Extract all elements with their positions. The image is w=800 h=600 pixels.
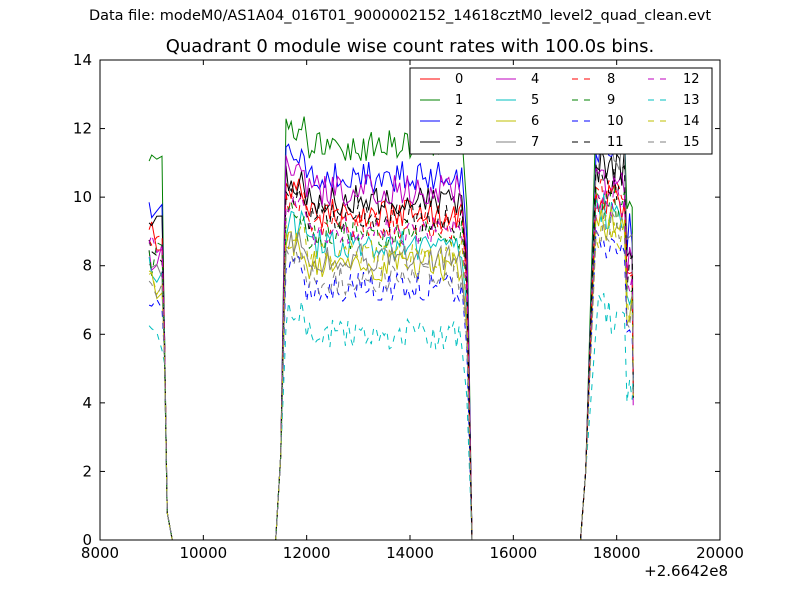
x-axis-offset-label: +2.6642e8: [644, 562, 728, 580]
series-line-14: [148, 213, 634, 540]
y-tick-label: 2: [82, 462, 92, 480]
legend-label-11: 11: [607, 135, 624, 150]
series-line-8: [148, 178, 634, 540]
y-tick-label: 10: [73, 188, 92, 206]
series-line-12: [148, 180, 634, 540]
series-line-10: [148, 228, 634, 540]
x-tick-label: 18000: [593, 544, 641, 562]
plot-area: [148, 109, 634, 540]
legend-box: [409, 67, 713, 155]
series-line-15: [148, 209, 634, 540]
legend-label-10: 10: [607, 114, 624, 129]
legend-label-14: 14: [683, 114, 700, 129]
legend-label-15: 15: [683, 135, 700, 150]
y-tick-label: 4: [82, 394, 92, 412]
series-line-0: [148, 178, 634, 540]
y-tick-label: 0: [82, 531, 92, 549]
data-file-caption: Data file: modeM0/AS1A04_016T01_90000021…: [88, 8, 712, 24]
x-tick-label: 20000: [696, 544, 744, 562]
legend-label-0: 0: [455, 72, 463, 87]
legend-label-12: 12: [683, 72, 700, 87]
legend-label-1: 1: [455, 93, 463, 108]
x-tick-label: 16000: [489, 544, 537, 562]
series-line-13: [148, 293, 634, 540]
series-line-7: [148, 134, 634, 540]
legend-label-9: 9: [607, 93, 615, 108]
y-tick-label: 6: [82, 325, 92, 343]
x-tick-label: 8000: [81, 544, 119, 562]
series-line-9: [148, 186, 634, 540]
legend-label-13: 13: [683, 93, 700, 108]
legend-label-6: 6: [531, 114, 539, 129]
chart-title: Quadrant 0 module wise count rates with …: [165, 36, 655, 57]
y-tick-label: 8: [82, 257, 92, 275]
legend-label-2: 2: [455, 114, 463, 129]
legend-label-4: 4: [531, 72, 539, 87]
legend-label-7: 7: [531, 135, 539, 150]
y-tick-label: 12: [73, 120, 92, 138]
x-tick-label: 12000: [283, 544, 331, 562]
series-line-2: [148, 129, 634, 540]
legend-label-3: 3: [455, 135, 463, 150]
y-tick-label: 14: [73, 51, 92, 69]
series-line-6: [148, 206, 634, 540]
x-tick-label: 10000: [179, 544, 227, 562]
series-line-1: [148, 109, 634, 540]
legend-label-8: 8: [607, 72, 615, 87]
x-tick-label: 14000: [386, 544, 434, 562]
legend-label-5: 5: [531, 93, 539, 108]
series-line-5: [148, 193, 634, 540]
